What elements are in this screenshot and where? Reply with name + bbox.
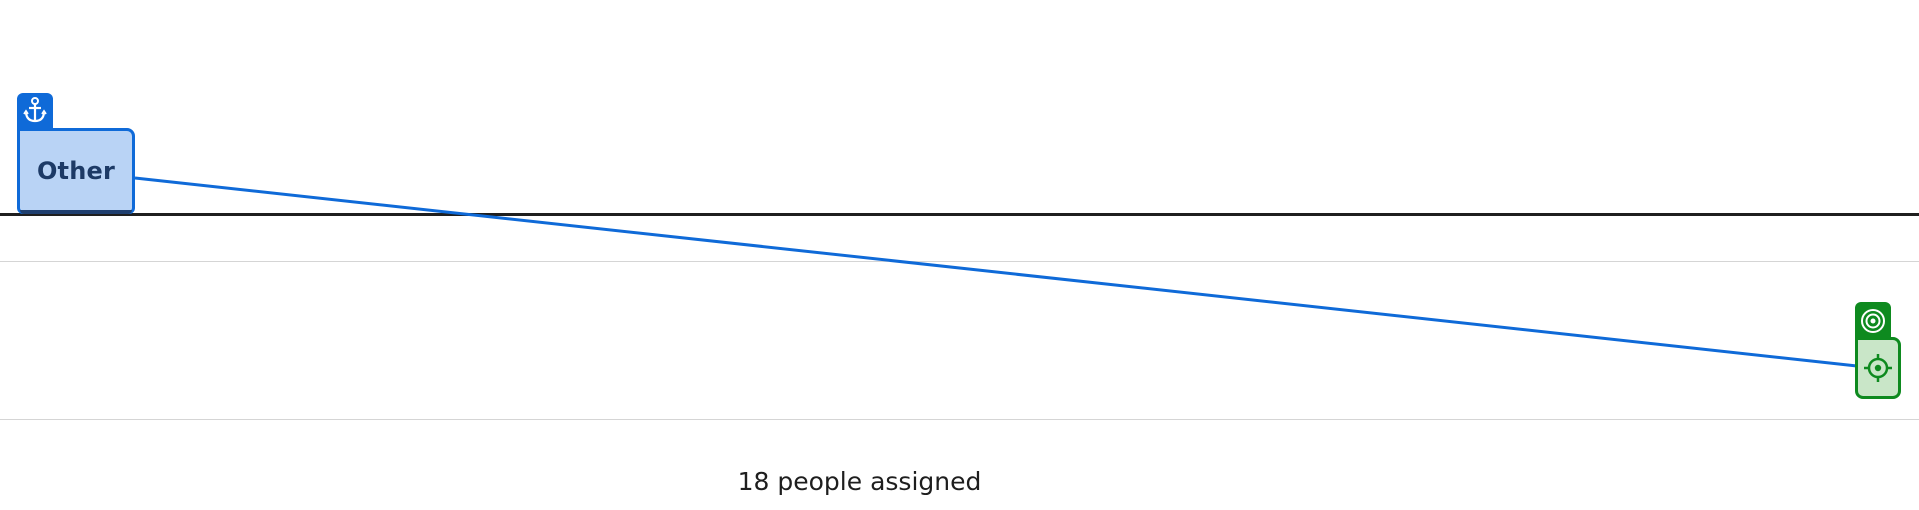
node-other-underline: [20, 210, 132, 214]
row-divider-bottom: [0, 419, 1919, 420]
node-other[interactable]: Other: [17, 128, 135, 214]
node-target[interactable]: [1855, 337, 1901, 399]
anchor-badge: [17, 93, 53, 131]
baseline-divider: [0, 213, 1919, 216]
node-other-label: Other: [36, 157, 116, 185]
assigned-count-text: 18 people assigned: [737, 467, 982, 496]
crosshair-icon: [1864, 354, 1892, 382]
row-divider-top: [0, 261, 1919, 262]
target-icon: [1861, 309, 1885, 333]
anchor-icon: [23, 97, 47, 123]
target-badge: [1855, 302, 1891, 340]
